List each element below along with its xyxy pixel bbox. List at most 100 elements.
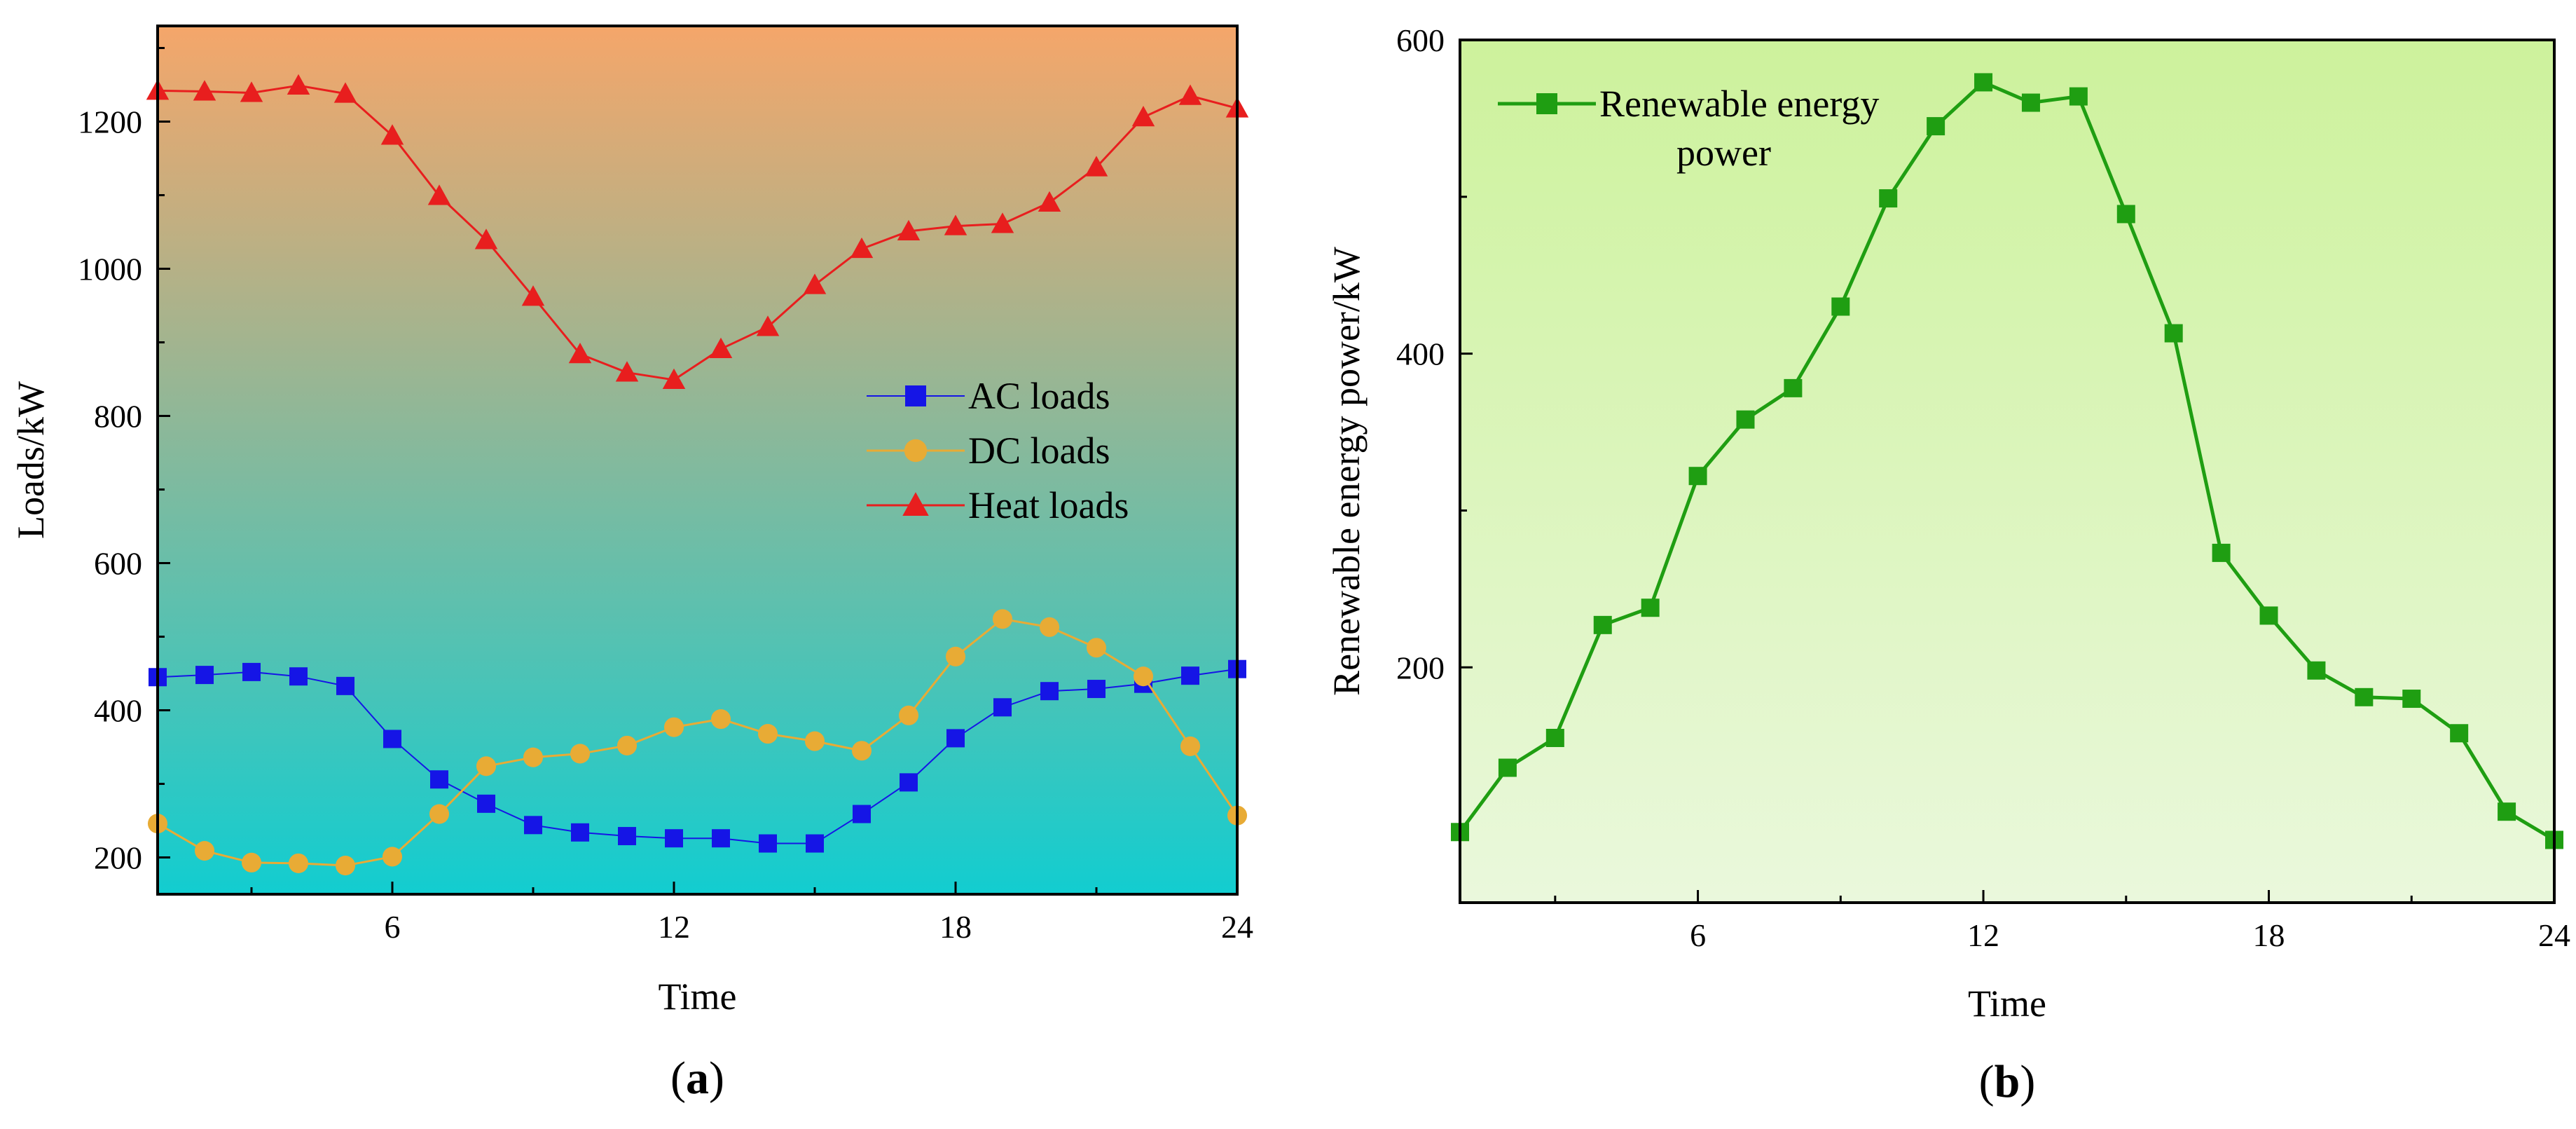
y-tick-label: 1000: [78, 252, 142, 287]
data-point: [336, 676, 354, 695]
legend-item: DC loads: [867, 430, 1110, 472]
data-point: [1784, 378, 1803, 397]
data-point: [1087, 680, 1106, 699]
data-point: [992, 609, 1013, 629]
data-point: [1879, 189, 1898, 208]
data-point: [1927, 117, 1945, 136]
panel-label: (b): [1979, 1056, 2036, 1107]
y-tick-label: 200: [94, 840, 142, 876]
data-point: [474, 228, 498, 249]
data-point: [333, 82, 357, 103]
legend-label: power: [1676, 132, 1771, 174]
data-point: [429, 804, 450, 824]
plot-frame: [1459, 39, 2556, 904]
data-point: [1498, 758, 1517, 777]
data-point: [2164, 324, 2183, 343]
data-point: [1974, 73, 1993, 92]
data-point: [380, 124, 404, 145]
data-point: [1545, 728, 1564, 747]
data-point: [193, 80, 216, 101]
data-point: [1736, 410, 1755, 429]
data-point: [993, 698, 1012, 717]
data-point: [195, 666, 214, 685]
y-tick-label: 400: [1396, 336, 1445, 372]
data-point: [430, 770, 448, 789]
data-point: [617, 735, 638, 755]
data-point: [571, 823, 589, 842]
data-point: [1084, 156, 1108, 177]
legend-item: Heat loads: [867, 484, 1129, 526]
data-point: [1178, 84, 1202, 105]
chart-panel-a: 6 12 18 24 200 400 600 800 1000 1200 Time Loads/kW (…: [10, 25, 1253, 1104]
data-point: [2116, 205, 2135, 224]
data-point: [897, 219, 921, 240]
plot-frame: [156, 25, 1239, 896]
data-point: [853, 805, 871, 823]
data-point: [850, 237, 874, 259]
y-tick-label: 1200: [78, 104, 142, 140]
data-point: [944, 214, 967, 235]
legend-marker: [905, 385, 926, 406]
data-point: [900, 773, 918, 792]
data-point: [568, 343, 592, 364]
x-tick-label: 6: [385, 909, 401, 945]
data-point: [712, 829, 730, 848]
data-point: [662, 368, 686, 390]
legend-label: Heat loads: [968, 484, 1129, 526]
data-point: [1180, 736, 1201, 756]
series-dc-loads: [147, 609, 1248, 876]
data-point: [946, 729, 965, 748]
data-point: [523, 747, 544, 767]
x-axis-title: Time: [658, 976, 736, 1018]
data-point: [615, 361, 639, 382]
legend-marker: [904, 439, 928, 463]
x-tick-label: 12: [658, 909, 690, 945]
data-point: [476, 756, 497, 776]
data-point: [240, 81, 263, 102]
data-point: [806, 834, 824, 853]
data-point: [288, 853, 309, 873]
data-point: [759, 834, 777, 853]
data-point: [2307, 661, 2326, 680]
data-point: [194, 841, 215, 861]
data-point: [1131, 105, 1155, 127]
y-tick-label: 600: [1396, 22, 1445, 58]
data-point: [1038, 191, 1061, 212]
data-point: [2498, 802, 2516, 821]
legend: AC loads DC loads Heat loads: [867, 375, 1129, 526]
data-point: [757, 724, 778, 744]
data-point: [2021, 93, 2040, 112]
data-point: [945, 646, 966, 666]
data-point: [1831, 297, 1850, 316]
panel-label: (a): [670, 1053, 724, 1104]
data-point: [241, 852, 262, 873]
chart-panel-b: 6 12 18 24 200 400 600 Time Renewable energy pow…: [1325, 22, 2570, 1107]
data-point: [2450, 724, 2469, 743]
data-point: [1181, 666, 1199, 685]
x-tick-label: 12: [1967, 917, 1999, 953]
data-point: [242, 662, 261, 681]
data-point: [804, 731, 825, 751]
data-point: [427, 184, 451, 205]
legend-item: Renewable energy power: [1498, 83, 1879, 174]
data-point: [756, 315, 780, 336]
x-tick-label: 24: [2538, 917, 2570, 953]
data-point: [618, 827, 636, 846]
data-point: [521, 285, 545, 306]
data-point: [991, 212, 1014, 233]
data-point: [710, 709, 731, 730]
data-point: [287, 74, 310, 95]
data-point: [1040, 682, 1059, 701]
data-point: [383, 730, 401, 748]
data-point: [1641, 598, 1660, 617]
y-tick-label: 800: [94, 399, 142, 435]
data-point: [1133, 666, 1154, 687]
x-axis-title: Time: [1968, 983, 2046, 1025]
series-line: [157, 84, 1238, 381]
x-tick-label: 18: [939, 909, 972, 945]
data-point: [2355, 687, 2374, 706]
y-tick-label: 600: [94, 546, 142, 582]
y-tick-label: 200: [1396, 650, 1445, 685]
x-tick-label: 6: [1690, 917, 1706, 953]
